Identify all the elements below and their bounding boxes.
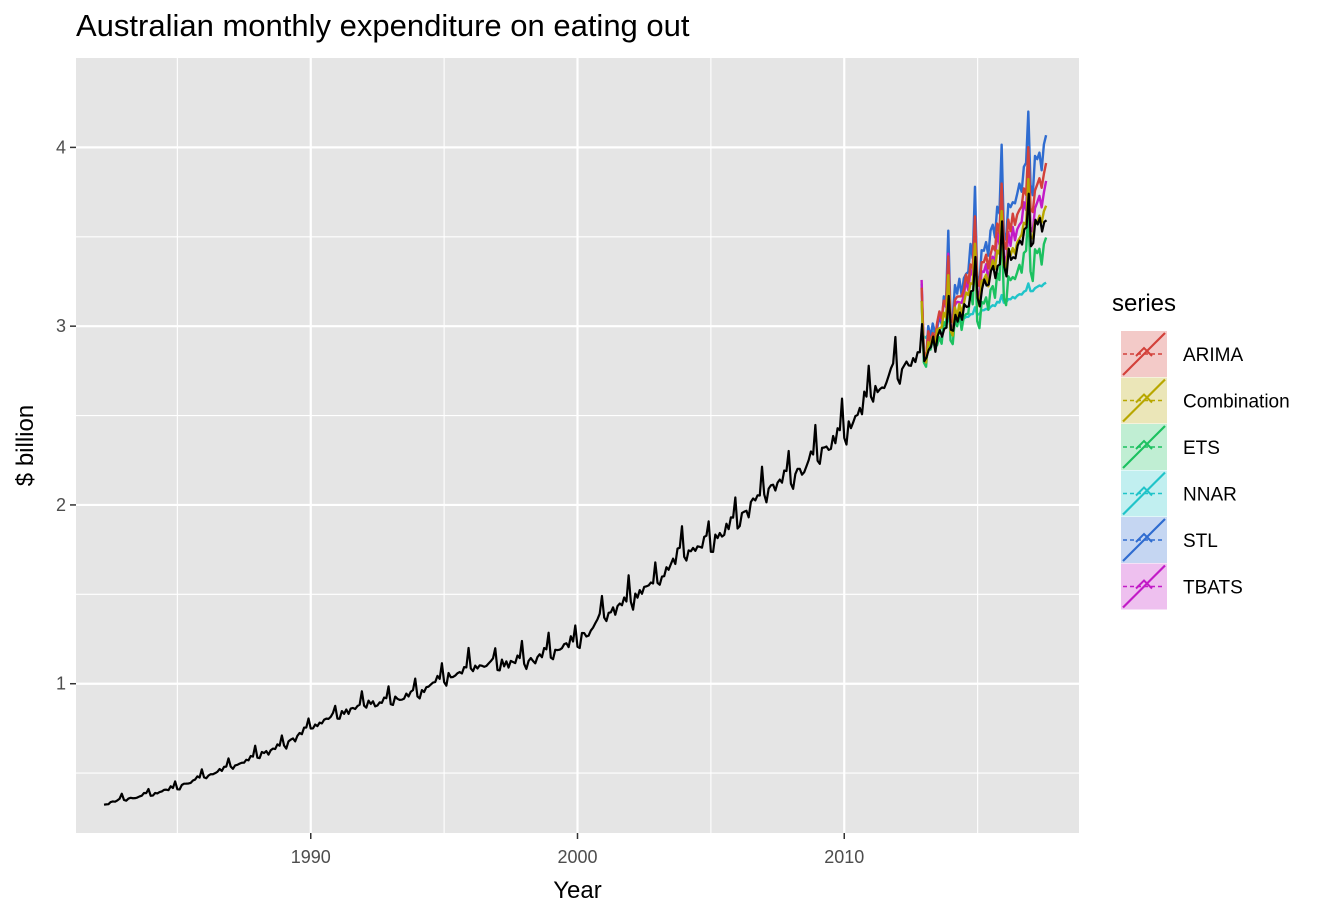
y-tick-label: 4 — [56, 137, 66, 157]
actual-series-line — [103, 192, 1048, 806]
legend-title: series — [1112, 290, 1176, 317]
chart-title: Australian monthly expenditure on eating… — [76, 8, 690, 43]
y-tick-label: 2 — [56, 495, 66, 515]
legend-label: ARIMA — [1183, 345, 1244, 366]
legend-label: Combination — [1183, 392, 1290, 413]
x-tick-label: 2010 — [824, 847, 864, 867]
legend-label: STL — [1183, 531, 1218, 552]
legend-item-combination: Combination — [1121, 377, 1290, 424]
y-tick-label: 3 — [56, 316, 66, 336]
legend-item-nnar: NNAR — [1121, 470, 1237, 517]
x-tick-label: 2000 — [557, 847, 597, 867]
legend-key-line — [1122, 425, 1166, 469]
legend: ARIMA Combination ETS NNAR STL TBATS — [1121, 331, 1290, 610]
legend-key-marker — [1135, 439, 1153, 450]
legend-key-line — [1122, 518, 1166, 562]
legend-key-line — [1122, 378, 1166, 423]
legend-label: TBATS — [1183, 578, 1243, 599]
x-axis-title: Year — [553, 877, 602, 904]
legend-item-arima: ARIMA — [1121, 331, 1244, 377]
y-tick-label: 1 — [56, 674, 66, 694]
legend-key-marker — [1135, 393, 1153, 404]
legend-key-marker — [1135, 486, 1153, 497]
legend-key-line — [1122, 332, 1166, 376]
legend-label: NNAR — [1183, 485, 1237, 506]
legend-item-tbats: TBATS — [1121, 563, 1243, 610]
legend-key-line — [1122, 471, 1166, 516]
forecast-line-arima — [920, 146, 1048, 360]
legend-label: ETS — [1183, 438, 1220, 459]
series-lines — [103, 110, 1048, 806]
legend-key-marker — [1135, 579, 1153, 590]
y-axis-title: $ billion — [12, 405, 39, 486]
major-gridlines — [76, 58, 1079, 833]
legend-key-marker — [1135, 346, 1153, 357]
legend-item-stl: STL — [1121, 517, 1218, 563]
x-tick-label: 1990 — [291, 847, 331, 867]
legend-item-ets: ETS — [1121, 424, 1220, 470]
axes: 1990 2000 2010 1 2 3 4 — [56, 137, 864, 867]
legend-key-line — [1122, 564, 1166, 609]
legend-key-marker — [1135, 532, 1153, 543]
